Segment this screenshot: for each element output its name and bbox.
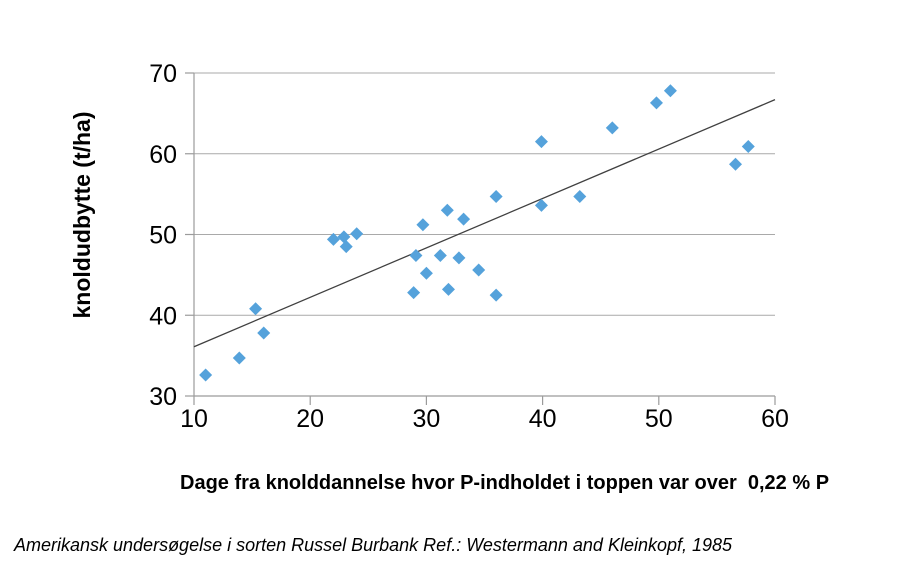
y-axis-title: knoldudbytte (t/ha) [69, 112, 95, 319]
y-tick-label-50: 50 [149, 222, 177, 250]
y-tick-label-70: 70 [149, 60, 177, 88]
data-point [452, 251, 466, 265]
data-point [489, 288, 503, 302]
data-point [350, 227, 364, 241]
y-tick-label-30: 30 [149, 383, 177, 411]
data-point [741, 139, 755, 153]
x-tick-label-10: 10 [180, 405, 208, 433]
x-tick-label-50: 50 [645, 405, 673, 433]
data-point [433, 248, 447, 262]
data-point [534, 198, 548, 212]
data-point [339, 240, 353, 254]
x-tick-label-30: 30 [412, 405, 440, 433]
data-point [416, 218, 430, 232]
data-point [573, 190, 587, 204]
gridlines [194, 72, 775, 397]
tick-marks [185, 72, 776, 405]
data-point [337, 230, 351, 244]
x-tick-label-20: 20 [296, 405, 324, 433]
data-points [199, 84, 755, 382]
data-point [257, 326, 271, 340]
data-point [407, 286, 421, 300]
source-caption: Amerikansk undersøgelse i sorten Russel … [13, 535, 733, 555]
data-point [441, 282, 455, 296]
y-tick-label-60: 60 [149, 141, 177, 169]
data-point [457, 212, 471, 226]
x-axis-title: Dage fra knolddannelse hvor P-indholdet … [180, 472, 829, 494]
data-point [419, 266, 433, 280]
data-point [326, 232, 340, 246]
trend-line [193, 99, 776, 348]
data-point [649, 96, 663, 110]
x-tick-label-60: 60 [761, 405, 789, 433]
data-point [409, 248, 423, 262]
data-point [663, 84, 677, 98]
tick-labels: 30 40 50 60 70 10 20 30 40 50 60 [149, 60, 789, 433]
data-point [199, 368, 213, 382]
data-point [728, 157, 742, 171]
data-point [440, 203, 454, 217]
data-point [472, 263, 486, 277]
y-tick-label-40: 40 [149, 302, 177, 330]
data-point [232, 351, 246, 365]
x-tick-label-40: 40 [529, 405, 557, 433]
data-point [249, 302, 263, 316]
data-point [605, 121, 619, 135]
data-point [534, 135, 548, 149]
data-point [489, 190, 503, 204]
